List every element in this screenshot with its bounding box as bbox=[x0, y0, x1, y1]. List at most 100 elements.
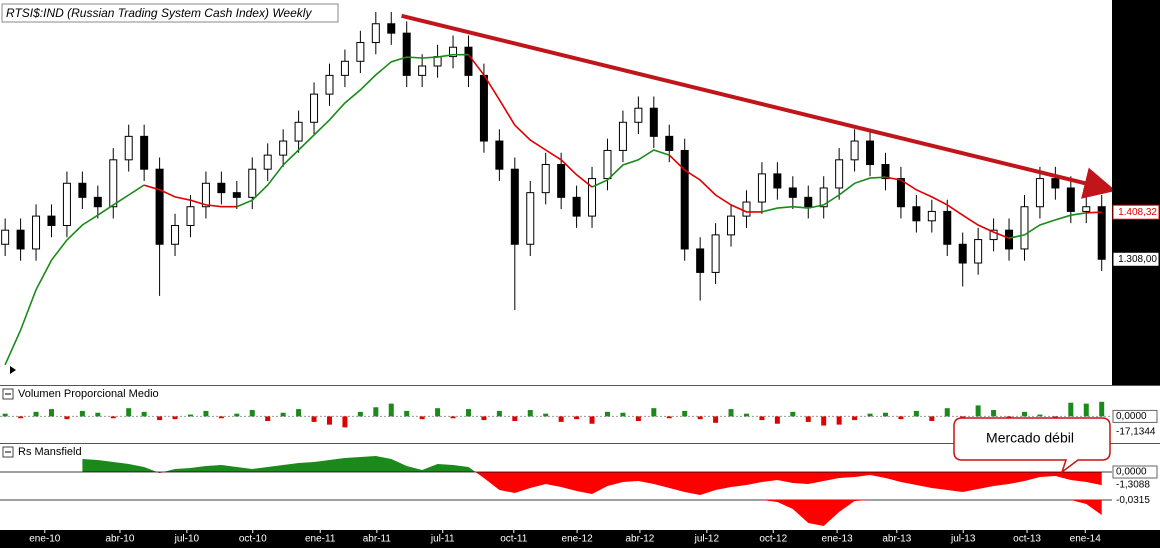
price-label: 1.308,00 bbox=[1118, 254, 1157, 265]
candle-body bbox=[47, 215, 56, 226]
volume-bar bbox=[496, 410, 502, 417]
candle-body bbox=[788, 187, 797, 198]
candle-body bbox=[387, 23, 396, 34]
callout-text: Mercado débil bbox=[986, 430, 1074, 446]
candle-body bbox=[989, 229, 998, 241]
candle-body bbox=[279, 140, 288, 156]
candle-body bbox=[495, 140, 504, 170]
x-tick-label: ene-12 bbox=[562, 534, 594, 545]
price-scale-panel bbox=[1112, 0, 1160, 385]
volume-bar bbox=[682, 410, 688, 417]
volume-bar bbox=[944, 408, 950, 417]
volume-bar bbox=[419, 416, 425, 420]
last-value-label: -1,3088 bbox=[1116, 480, 1150, 491]
candle-body bbox=[1066, 187, 1075, 212]
scroll-marker bbox=[10, 366, 16, 374]
candle-body bbox=[155, 168, 164, 245]
candle-body bbox=[680, 149, 689, 250]
volume-bar bbox=[543, 413, 549, 417]
volume-bar bbox=[126, 408, 132, 417]
volume-bar bbox=[465, 409, 471, 417]
candle-body bbox=[588, 178, 597, 217]
volume-bar bbox=[604, 411, 610, 417]
candle-body bbox=[16, 229, 25, 250]
candle-body bbox=[773, 173, 782, 189]
x-tick-label: abr-11 bbox=[363, 534, 392, 545]
candle-body bbox=[62, 182, 71, 226]
candle-body bbox=[835, 159, 844, 189]
volume-bar bbox=[2, 413, 8, 417]
volume-bar bbox=[852, 416, 858, 421]
volume-bar bbox=[234, 413, 240, 417]
x-tick-label: oct-10 bbox=[239, 534, 267, 545]
moving-average bbox=[4, 53, 1087, 366]
candle-body bbox=[186, 206, 195, 226]
candle-body bbox=[93, 196, 102, 208]
volume-bar bbox=[357, 411, 363, 417]
candle-body bbox=[402, 32, 411, 76]
candle-body bbox=[78, 182, 87, 198]
candle-body bbox=[881, 164, 890, 180]
last-value-label: -17,1344 bbox=[1116, 427, 1156, 438]
volume-bar bbox=[666, 416, 672, 419]
candle-body bbox=[804, 196, 813, 208]
volume-bar bbox=[203, 410, 209, 417]
volume-bar bbox=[589, 416, 595, 424]
volume-bar bbox=[373, 407, 379, 417]
price-label: 1.408,32 bbox=[1118, 207, 1157, 218]
volume-bar bbox=[450, 416, 456, 419]
callout bbox=[953, 417, 1111, 475]
candle-body bbox=[819, 187, 828, 208]
candle-body bbox=[696, 248, 705, 273]
volume-bar bbox=[1099, 401, 1105, 417]
candle-body bbox=[541, 164, 550, 194]
indicator-panels: 0,0000 -17,1344 0,0000 -1,3088 -0,0315 bbox=[0, 401, 1158, 526]
volume-bar bbox=[512, 416, 518, 421]
title-box bbox=[1, 3, 339, 23]
volume-bar bbox=[218, 416, 224, 419]
volume-bar bbox=[1083, 403, 1089, 417]
candle-body bbox=[479, 74, 488, 142]
candle-body bbox=[757, 173, 766, 203]
x-tick-label: jul-11 bbox=[430, 534, 455, 545]
volume-bar bbox=[481, 416, 487, 421]
volume-bar bbox=[311, 416, 317, 422]
volume-bar bbox=[774, 416, 780, 424]
price-label-box bbox=[1112, 204, 1160, 220]
candle-body bbox=[32, 215, 41, 250]
volume-bar bbox=[697, 416, 703, 420]
candle-body bbox=[464, 46, 473, 76]
volume-bar bbox=[882, 412, 888, 417]
volume-bar bbox=[898, 416, 904, 420]
volume-bar bbox=[620, 412, 626, 417]
candle-body bbox=[634, 107, 643, 123]
volume-bar bbox=[265, 416, 271, 421]
x-tick-label: oct-12 bbox=[759, 534, 787, 545]
volume-bar bbox=[18, 416, 24, 419]
x-tick-label: abr-12 bbox=[625, 534, 654, 545]
candle-body bbox=[294, 121, 303, 142]
volume-bar bbox=[836, 416, 842, 425]
x-tick-label: ene-14 bbox=[1070, 534, 1102, 545]
volume-bar bbox=[527, 410, 533, 417]
volume-bar bbox=[1068, 402, 1074, 417]
volume-bar bbox=[558, 416, 564, 422]
candle-body bbox=[927, 210, 936, 222]
volume-bar bbox=[95, 412, 101, 417]
candle-body bbox=[1035, 178, 1044, 208]
candle-body bbox=[1051, 178, 1060, 189]
candle-body bbox=[171, 224, 180, 245]
volume-bar bbox=[743, 413, 749, 417]
signal-label: -0,0315 bbox=[1116, 495, 1150, 506]
candle-body bbox=[618, 121, 627, 151]
volume-bar bbox=[929, 416, 935, 421]
volume-bar bbox=[913, 410, 919, 417]
candle-body bbox=[449, 46, 458, 58]
candle-body bbox=[850, 140, 859, 161]
volume-bar bbox=[187, 414, 193, 417]
candle-body bbox=[974, 239, 983, 264]
volume-bar bbox=[33, 411, 39, 417]
volume-bar bbox=[651, 408, 657, 417]
candle-body bbox=[1, 229, 10, 245]
